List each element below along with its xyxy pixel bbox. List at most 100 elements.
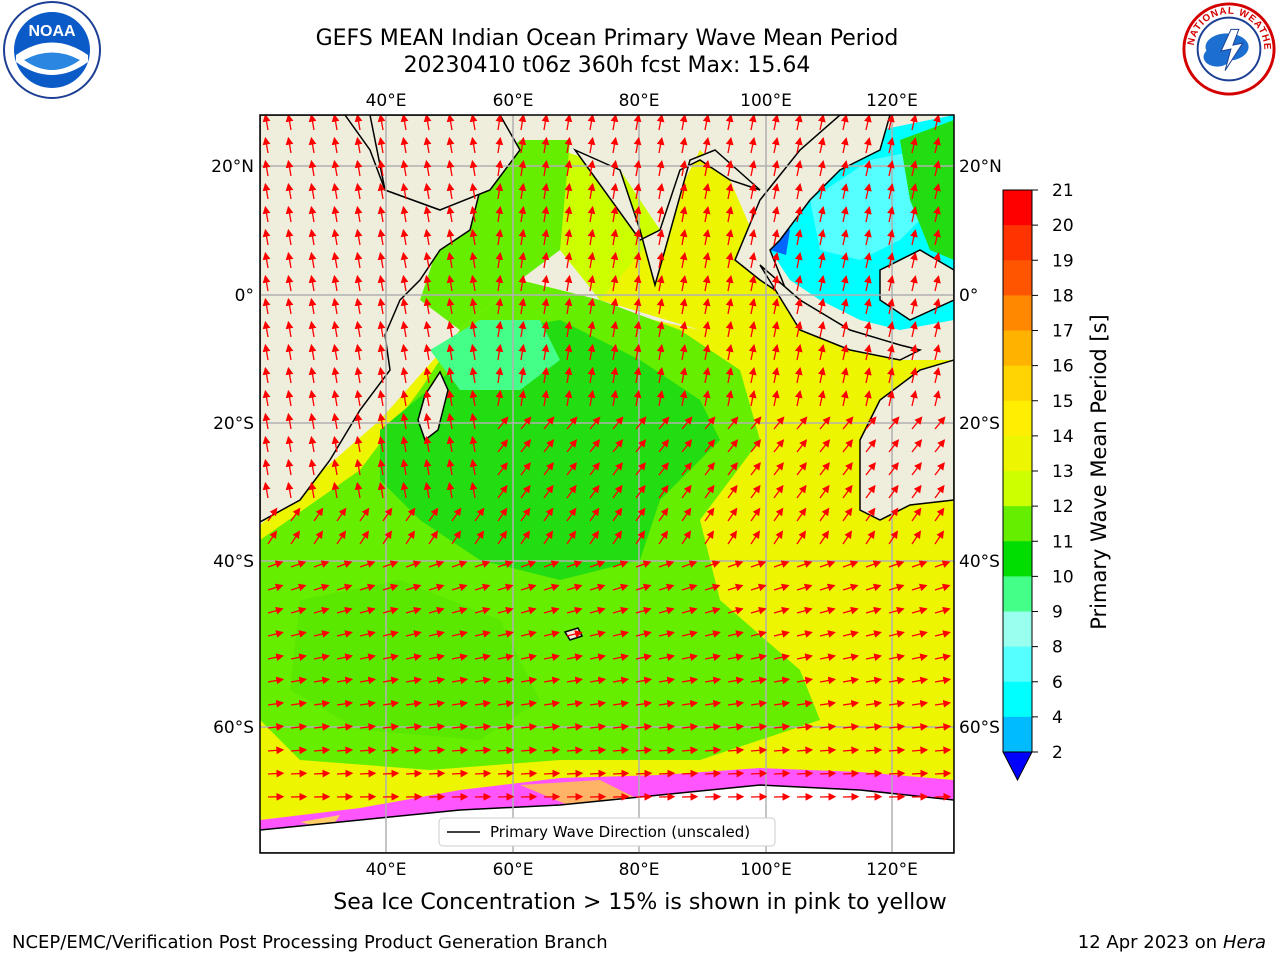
wave-arrow: [610, 159, 619, 177]
wave-arrow: [564, 205, 573, 223]
wave-arrow: [566, 676, 584, 685]
wave-arrow: [934, 507, 945, 522]
wave-arrow: [359, 507, 370, 522]
wave-arrow: [610, 320, 619, 338]
wave-arrow: [679, 229, 688, 246]
wave-arrow: [681, 583, 698, 592]
wave-arrow: [400, 274, 409, 292]
wave-arrow: [469, 389, 478, 407]
wave-arrow: [818, 252, 826, 269]
wave-arrow: [382, 583, 399, 592]
wave-arrow: [589, 583, 606, 592]
wave-arrow: [633, 251, 642, 269]
wave-arrow: [865, 484, 876, 499]
wave-arrow: [518, 389, 527, 407]
wave-arrow: [865, 439, 877, 453]
wave-arrow: [773, 462, 784, 476]
wave-arrow: [541, 297, 550, 315]
wave-arrow: [679, 367, 688, 384]
wave-arrow: [819, 507, 830, 522]
wave-arrow: [612, 723, 630, 731]
wave-arrow: [262, 115, 271, 131]
wave-arrow: [354, 115, 363, 131]
wave-arrow: [725, 298, 734, 315]
wave-arrow: [612, 507, 623, 522]
wave-arrow: [727, 676, 745, 685]
wave-arrow: [681, 653, 698, 662]
wave-arrow: [428, 530, 439, 545]
wave-arrow: [796, 560, 813, 568]
wave-arrow: [656, 275, 665, 292]
wave-arrow: [865, 746, 883, 755]
wave-arrow: [702, 229, 711, 246]
wave-arrow: [587, 159, 596, 177]
wave-arrow: [842, 746, 860, 755]
wave-arrow: [520, 630, 537, 638]
wave-arrow: [400, 320, 409, 338]
wave-arrow: [336, 676, 354, 685]
wave-arrow: [382, 699, 400, 708]
wave-arrow: [423, 458, 432, 476]
wave-arrow: [354, 389, 363, 407]
wave-arrow: [267, 653, 284, 662]
wave-arrow: [423, 297, 432, 315]
wave-arrow: [543, 484, 554, 499]
wave-arrow: [725, 252, 734, 269]
wave-arrow: [887, 344, 895, 361]
colorbar-tick-label: 4: [1052, 708, 1063, 728]
wave-arrow: [725, 206, 734, 223]
wave-arrow: [446, 205, 455, 223]
wave-arrow: [400, 389, 409, 407]
wave-arrow: [377, 205, 386, 223]
wave-arrow: [794, 160, 803, 177]
wave-arrow: [656, 115, 665, 131]
wave-arrow: [518, 228, 527, 246]
wave-arrow: [864, 321, 872, 338]
wave-arrow: [495, 228, 504, 246]
wave-arrow: [428, 699, 446, 708]
wave-arrow: [451, 630, 468, 638]
wave-arrow: [681, 560, 698, 568]
wave-arrow: [267, 769, 285, 778]
wave-arrow: [446, 435, 455, 453]
wave-arrow: [750, 416, 762, 430]
wave-arrow: [354, 435, 363, 453]
wave-arrow: [589, 560, 606, 568]
wave-arrow: [262, 159, 271, 177]
wave-arrow: [331, 458, 340, 476]
wave-arrow: [748, 252, 757, 269]
colorbar-tick-label: 15: [1052, 392, 1074, 412]
wave-arrow: [612, 630, 629, 638]
wave-arrow: [405, 653, 422, 662]
wave-arrow: [796, 606, 813, 615]
wave-arrow: [541, 182, 550, 200]
wave-arrow: [566, 723, 584, 731]
wave-arrow: [446, 136, 455, 154]
wave-arrow: [934, 630, 951, 638]
wave-arrow: [566, 439, 578, 453]
colorbar-segment: [1003, 260, 1032, 296]
wave-arrow: [520, 462, 531, 476]
wave-arrow: [405, 723, 423, 731]
wave-arrow: [679, 137, 688, 154]
wave-arrow: [541, 366, 550, 384]
wave-arrow: [446, 458, 455, 476]
wave-arrow: [262, 366, 271, 384]
wave-arrow: [497, 560, 514, 568]
wave-arrow: [331, 412, 340, 430]
wave-arrow: [354, 136, 363, 154]
wave-arrow: [336, 560, 353, 568]
wave-arrow: [725, 275, 734, 292]
wave-arrow: [423, 435, 432, 453]
wave-arrow: [910, 137, 918, 154]
wave-arrow: [910, 367, 918, 384]
wave-arrow: [702, 275, 711, 292]
wave-arrow: [633, 115, 642, 131]
wave-arrow: [290, 560, 307, 568]
wave-arrow: [469, 481, 478, 499]
wave-arrow: [704, 530, 715, 545]
wave-arrow: [313, 530, 324, 545]
wave-arrow: [285, 481, 294, 499]
wave-arrow: [610, 136, 619, 154]
wave-arrow: [589, 769, 607, 778]
